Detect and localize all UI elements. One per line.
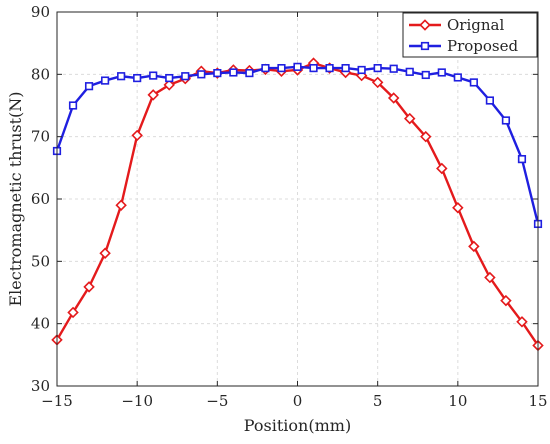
data-point <box>117 72 126 81</box>
data-point <box>115 199 127 211</box>
data-point <box>147 89 159 101</box>
data-point <box>165 73 174 83</box>
x-tick-label: 5 <box>373 392 383 410</box>
data-point <box>453 73 462 82</box>
data-point <box>421 70 430 80</box>
data-point <box>163 79 175 91</box>
legend-label: Proposed <box>447 37 519 55</box>
y-axis-label: Electromagnetic thrust(N) <box>6 91 25 306</box>
plot-series <box>51 57 544 352</box>
x-tick-label: −10 <box>121 392 153 410</box>
data-point <box>516 316 528 328</box>
data-point <box>387 92 400 104</box>
data-point <box>133 73 142 83</box>
axis-ticks: −15 −10 −5 0 5 10 15 30 40 50 60 70 80 90 <box>31 3 548 410</box>
data-point <box>357 65 366 75</box>
data-point <box>517 155 527 164</box>
data-point <box>420 130 432 143</box>
data-point <box>500 294 512 307</box>
data-point <box>485 96 495 105</box>
data-point <box>371 76 384 89</box>
legend-marker <box>419 19 431 31</box>
data-point <box>469 78 478 87</box>
data-point <box>325 64 334 73</box>
data-point <box>404 112 416 125</box>
data-point <box>131 129 143 142</box>
y-tick-label: 40 <box>31 315 50 333</box>
data-point <box>149 71 158 80</box>
x-tick-label: −15 <box>41 392 73 410</box>
data-point <box>484 271 496 284</box>
series-proposed <box>52 62 543 229</box>
data-point <box>68 101 78 110</box>
data-point <box>99 247 111 259</box>
y-tick-label: 50 <box>31 252 50 270</box>
data-point <box>293 62 302 71</box>
y-tick-label: 60 <box>31 190 50 208</box>
y-tick-label: 30 <box>31 377 50 395</box>
legend-label: Orignal <box>447 16 504 34</box>
data-point <box>405 67 414 76</box>
data-point <box>389 64 398 73</box>
data-point <box>67 306 79 319</box>
data-point <box>84 82 94 91</box>
data-point <box>181 72 190 81</box>
x-tick-label: 10 <box>448 392 467 410</box>
data-point <box>197 70 206 79</box>
y-tick-label: 80 <box>31 65 50 83</box>
data-point <box>213 68 222 78</box>
data-point <box>501 116 511 125</box>
data-point <box>309 64 318 73</box>
data-point <box>245 68 254 78</box>
data-point <box>341 64 350 73</box>
data-point <box>436 162 448 175</box>
data-point <box>437 68 446 77</box>
y-tick-label: 90 <box>31 3 50 21</box>
y-tick-label: 70 <box>31 128 50 146</box>
data-point <box>101 76 110 85</box>
data-point <box>229 68 238 77</box>
x-tick-label: 15 <box>528 392 547 410</box>
legend-marker <box>420 41 430 51</box>
data-point <box>452 201 464 214</box>
data-point <box>468 240 480 253</box>
data-point <box>373 64 382 73</box>
legend: Orignal Proposed <box>402 12 538 58</box>
x-tick-label: −5 <box>206 392 228 410</box>
x-axis-label: Position(mm) <box>244 416 351 435</box>
x-tick-label: 0 <box>293 392 303 410</box>
data-point <box>277 64 286 73</box>
data-point <box>261 64 270 73</box>
data-point <box>83 281 95 293</box>
